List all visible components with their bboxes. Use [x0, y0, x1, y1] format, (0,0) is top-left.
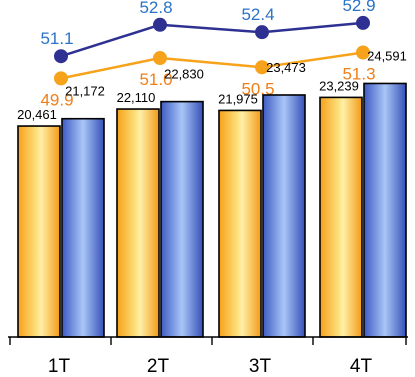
bar-value-label: 20,461 — [17, 107, 57, 122]
line-value-label: 50.5 — [241, 79, 274, 98]
bar-2t-series1 — [116, 108, 160, 338]
bar-value-label: 22,110 — [117, 90, 156, 105]
line-value-label: 49.9 — [40, 90, 73, 109]
line-value-label: 52.8 — [139, 0, 172, 17]
category-axis: 1T 2T 3T 4T — [8, 336, 408, 377]
point-1t-series2 — [54, 71, 68, 86]
point-1t-series1 — [54, 49, 68, 64]
bar-1t-series1 — [17, 125, 61, 338]
point-4t-series2 — [356, 45, 370, 60]
bar-value-label: 24,591 — [367, 48, 407, 63]
bar-4t-series1 — [319, 96, 363, 338]
bar-2t-series2 — [160, 100, 204, 338]
bar-value-label: 21,172 — [65, 84, 105, 99]
category-label-1t: 1T — [48, 356, 71, 377]
line-value-label: 51.1 — [40, 29, 73, 48]
line-value-label: 51.3 — [342, 65, 375, 84]
bar-value-label: 22,830 — [164, 67, 204, 82]
line-value-label: 52.9 — [342, 0, 375, 15]
line-value-label: 52.4 — [241, 5, 274, 24]
point-2t-series1 — [153, 17, 167, 32]
bar-value-label: 23,239 — [319, 78, 359, 93]
point-2t-series2 — [153, 51, 167, 66]
bar-1t-series2 — [61, 117, 105, 338]
line-series1 — [60, 21, 364, 58]
category-label-3t: 3T — [249, 356, 272, 377]
point-3t-series1 — [255, 25, 269, 40]
line-chart: 51.1 52.8 52.4 52.9 49.9 51.0 50.5 51.3 — [40, 0, 375, 109]
point-3t-series2 — [255, 60, 269, 75]
category-label-2t: 2T — [147, 356, 170, 377]
category-label-4t: 4T — [350, 356, 373, 377]
bar-3t-series1 — [218, 109, 262, 338]
bar-3t-series2 — [262, 94, 306, 338]
bar-value-label: 23,473 — [266, 60, 306, 75]
bar-4t-series2 — [363, 82, 407, 338]
line-series2 — [60, 51, 364, 80]
bar-chart: 20,461 21,172 22,110 22,830 21,975 23,473 23,2… — [17, 48, 407, 338]
point-4t-series1 — [356, 15, 370, 30]
bar-value-label: 21,975 — [218, 91, 258, 106]
line-value-label: 51.0 — [139, 70, 172, 89]
